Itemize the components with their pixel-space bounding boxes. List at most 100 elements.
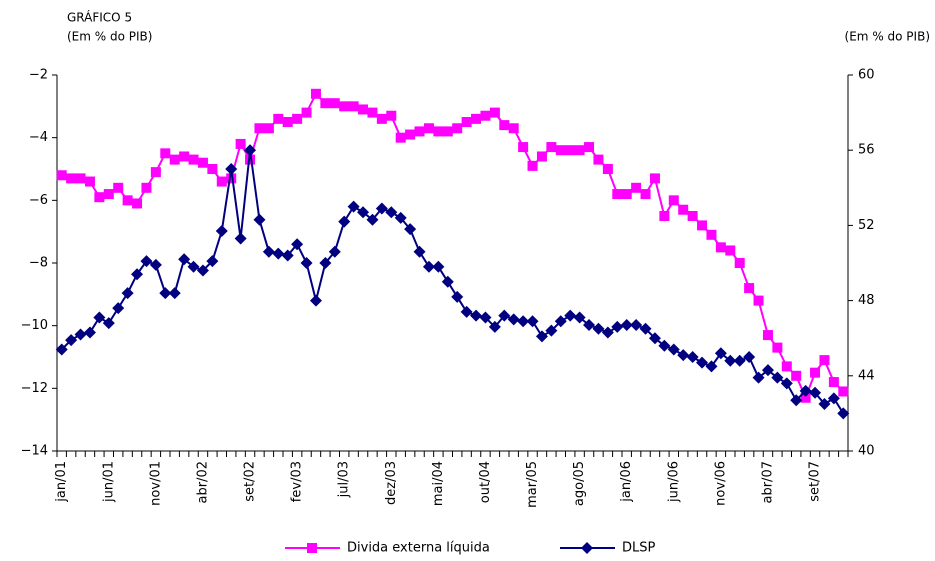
data-point (348, 101, 359, 112)
data-point (573, 311, 586, 324)
x-tick-label: mai/04 (431, 461, 446, 506)
data-point (386, 110, 397, 121)
data-point (75, 173, 86, 184)
data-point (357, 206, 370, 219)
data-point (367, 107, 378, 118)
y-tick-label: −4 (29, 130, 48, 145)
data-point (442, 126, 453, 137)
data-point (593, 154, 604, 165)
data-point (780, 377, 793, 390)
data-point (648, 332, 661, 345)
data-point (168, 287, 181, 300)
data-point (338, 215, 351, 228)
data-point (715, 242, 726, 253)
data-point (761, 364, 774, 377)
data-point (554, 315, 567, 328)
y2-tick-label: 56 (858, 143, 875, 158)
data-point (564, 309, 577, 322)
y2-tick-label: 52 (858, 218, 875, 233)
data-point (300, 257, 313, 269)
data-point (507, 313, 520, 326)
data-point (725, 245, 736, 256)
data-point (376, 113, 387, 124)
data-point (470, 309, 483, 322)
data-point (649, 173, 660, 184)
data-point (818, 398, 831, 410)
data-point (592, 322, 605, 335)
data-point (790, 394, 803, 407)
data-point (545, 324, 558, 337)
data-point (169, 154, 180, 165)
data-point (518, 142, 529, 153)
data-point (93, 311, 106, 324)
data-point (413, 245, 426, 258)
data-point (225, 163, 238, 175)
data-point (809, 386, 822, 399)
data-point (375, 202, 388, 215)
data-point (84, 176, 95, 187)
data-point (56, 170, 67, 181)
x-tick-label: jul/03 (337, 461, 352, 498)
data-point (112, 302, 125, 315)
y-tick-label: −10 (21, 318, 48, 333)
data-point (74, 328, 87, 341)
data-point (527, 160, 538, 171)
data-point (535, 330, 548, 343)
data-point (140, 255, 153, 268)
data-point (611, 320, 624, 333)
data-point (678, 204, 689, 215)
data-point (423, 123, 434, 134)
data-point (113, 182, 124, 193)
data-point (659, 211, 670, 221)
data-point (329, 98, 340, 109)
data-point (149, 258, 162, 271)
data-point (414, 126, 425, 137)
data-point (706, 229, 717, 240)
y-tick-label: −6 (29, 193, 48, 208)
data-point (828, 377, 839, 388)
data-point (743, 351, 756, 363)
data-point (612, 189, 623, 200)
legend-marker (307, 543, 317, 553)
data-point (291, 238, 304, 251)
data-point (272, 247, 285, 260)
legend-marker (581, 542, 593, 554)
data-point (546, 142, 557, 153)
data-point (640, 189, 651, 200)
data-point (724, 354, 737, 367)
data-point (677, 349, 690, 362)
x-tick-label: set/02 (243, 461, 258, 502)
data-point (94, 192, 105, 203)
y2-tick-label: 60 (858, 68, 875, 83)
data-point (179, 151, 190, 162)
data-point (696, 356, 709, 369)
data-point (631, 182, 642, 193)
data-point (753, 295, 764, 306)
data-point (705, 360, 718, 373)
data-point (196, 264, 209, 277)
data-point (366, 213, 379, 226)
data-point (658, 339, 671, 352)
data-point (639, 322, 652, 335)
data-point (620, 319, 633, 332)
x-tick-label: jun/01 (101, 461, 116, 503)
data-point (630, 319, 643, 332)
y2-axis-label: (Em % do PIB) (845, 30, 930, 44)
data-point (207, 164, 218, 174)
data-point (244, 144, 257, 157)
x-tick-label: jan/06 (619, 461, 634, 503)
data-point (461, 117, 472, 127)
legend-label: DLSP (622, 541, 656, 556)
x-tick-label: dez/03 (384, 461, 399, 505)
x-tick-label: mar/05 (525, 461, 540, 508)
y-axis-label: (Em % do PIB) (67, 30, 152, 44)
data-point (498, 309, 511, 322)
y-tick-label: −12 (21, 381, 48, 396)
data-point (489, 107, 500, 118)
data-point (733, 354, 746, 367)
data-point (122, 195, 133, 206)
x-tick-label: jun/06 (666, 461, 681, 503)
data-point (433, 126, 444, 137)
data-point (254, 123, 265, 134)
data-point (460, 305, 473, 318)
